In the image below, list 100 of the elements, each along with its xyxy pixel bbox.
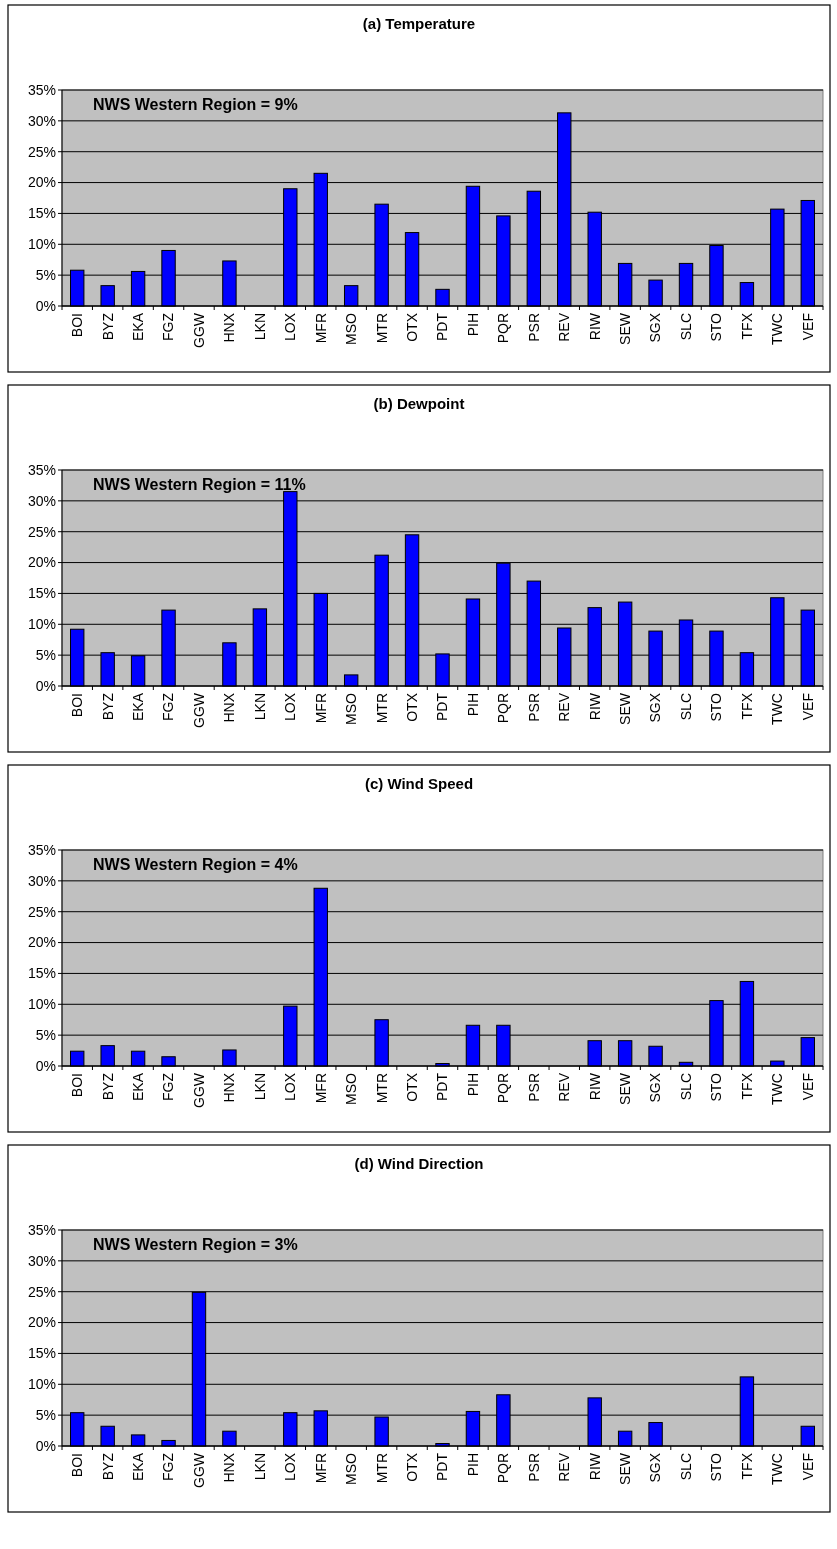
y-tick-label: 20% — [27, 934, 56, 951]
x-tick-label: SGX — [647, 692, 664, 723]
x-tick-label: OTX — [403, 692, 420, 722]
y-tick-label: 0% — [35, 677, 56, 694]
y-tick-label: 0% — [35, 297, 56, 314]
y-tick-label: 35% — [27, 461, 56, 478]
x-tick-label: SEW — [617, 1072, 634, 1105]
y-tick-label: 15% — [27, 965, 56, 982]
y-tick-label: 35% — [27, 841, 56, 858]
x-tick-label: MSO — [343, 692, 360, 725]
x-tick-label: RIW — [586, 1072, 603, 1101]
x-tick-label: BOI — [69, 1073, 86, 1098]
y-tick-label: 25% — [27, 143, 56, 160]
x-tick-label: LOX — [282, 312, 299, 342]
y-tick-label: 10% — [27, 616, 56, 633]
x-tick-label: RIW — [586, 312, 603, 341]
x-tick-label: STO — [708, 1452, 725, 1482]
x-tick-label: PIH — [464, 693, 481, 717]
y-tick-label: 30% — [27, 872, 56, 889]
y-tick-label: 25% — [27, 523, 56, 540]
x-tick-label: STO — [708, 1072, 725, 1102]
x-tick-label: PQR — [495, 313, 512, 344]
x-tick-label: HNX — [221, 312, 238, 343]
annotation: NWS Western Region = 11% — [93, 476, 306, 493]
x-tick-label: LOX — [282, 692, 299, 722]
x-tick-label: TWC — [769, 1453, 786, 1485]
x-tick-label: TFX — [738, 692, 755, 720]
x-tick-label: TFX — [738, 1452, 755, 1480]
x-tick-label: REV — [556, 1072, 573, 1102]
x-tick-label: MTR — [373, 693, 390, 724]
x-tick-label: TFX — [738, 312, 755, 340]
x-tick-label: BOI — [69, 313, 86, 338]
x-tick-label: TWC — [769, 693, 786, 725]
chart-title: (b) Dewpoint — [373, 395, 465, 412]
x-tick-label: PSR — [525, 313, 542, 342]
x-tick-label: PSR — [525, 1453, 542, 1482]
y-tick-label: 20% — [27, 1314, 56, 1331]
x-tick-label: REV — [556, 692, 573, 722]
x-tick-label: SLC — [677, 313, 694, 341]
x-tick-label: FGZ — [160, 312, 177, 341]
x-tick-label: FGZ — [160, 1072, 177, 1101]
x-tick-label: LKN — [251, 1453, 268, 1481]
x-tick-label: MFR — [312, 313, 329, 344]
x-tick-label: VEF — [799, 313, 816, 341]
chart-title: (a) Temperature — [362, 15, 476, 32]
x-tick-label: HNX — [221, 692, 238, 723]
x-tick-label: PIH — [464, 1453, 481, 1477]
x-tick-label: STO — [708, 692, 725, 722]
x-tick-label: STO — [708, 312, 725, 342]
x-tick-label: EKA — [130, 1072, 146, 1102]
x-tick-label: PQR — [495, 1453, 512, 1484]
chart-title: (d) Wind Direction — [354, 1155, 484, 1172]
x-tick-label: PQR — [495, 1073, 512, 1104]
x-tick-label: PIH — [464, 313, 481, 337]
x-tick-label: SGX — [647, 1072, 664, 1103]
y-tick-label: 35% — [27, 81, 56, 98]
x-tick-label: OTX — [403, 1072, 420, 1102]
y-tick-label: 10% — [27, 236, 56, 253]
y-tick-label: 15% — [27, 205, 56, 222]
x-tick-label: MSO — [343, 312, 360, 345]
x-tick-label: TWC — [769, 313, 786, 345]
y-tick-label: 25% — [27, 903, 56, 920]
x-tick-label: SGX — [647, 1452, 664, 1483]
x-tick-label: EKA — [130, 692, 146, 722]
x-tick-label: OTX — [403, 1452, 420, 1482]
x-tick-label: PSR — [525, 693, 542, 722]
x-tick-label: GGW — [190, 692, 207, 728]
annotation: NWS Western Region = 3% — [93, 1236, 298, 1253]
x-tick-label: SLC — [677, 693, 694, 721]
x-tick-label: MTR — [373, 313, 390, 344]
x-tick-label: BYZ — [99, 1452, 116, 1481]
x-tick-label: SEW — [617, 312, 634, 345]
x-tick-label: MFR — [312, 693, 329, 724]
y-tick-label: 30% — [27, 112, 56, 129]
y-tick-label: 5% — [35, 267, 56, 284]
y-tick-label: 20% — [27, 174, 56, 191]
x-tick-label: BYZ — [99, 692, 116, 721]
x-tick-label: LKN — [251, 1073, 268, 1101]
x-tick-label: PDT — [434, 1072, 451, 1101]
y-tick-label: 15% — [27, 1345, 56, 1362]
x-tick-label: SEW — [617, 692, 634, 725]
x-tick-label: HNX — [221, 1072, 238, 1103]
y-tick-label: 0% — [35, 1437, 56, 1454]
x-tick-label: VEF — [799, 693, 816, 721]
annotation: NWS Western Region = 9% — [93, 96, 298, 113]
x-tick-label: GGW — [190, 1072, 207, 1108]
y-tick-label: 20% — [27, 554, 56, 571]
x-tick-label: PIH — [464, 1073, 481, 1097]
x-tick-label: MFR — [312, 1073, 329, 1104]
x-tick-label: LOX — [282, 1452, 299, 1482]
x-tick-label: GGW — [190, 1452, 207, 1488]
x-tick-label: MSO — [343, 1452, 360, 1485]
x-tick-label: SGX — [647, 312, 664, 343]
x-tick-label: REV — [556, 312, 573, 342]
x-tick-label: PDT — [434, 312, 451, 341]
x-tick-label: SEW — [617, 1452, 634, 1485]
y-tick-label: 15% — [27, 585, 56, 602]
x-tick-label: OTX — [403, 312, 420, 342]
x-tick-label: SLC — [677, 1073, 694, 1101]
y-tick-label: 30% — [27, 492, 56, 509]
